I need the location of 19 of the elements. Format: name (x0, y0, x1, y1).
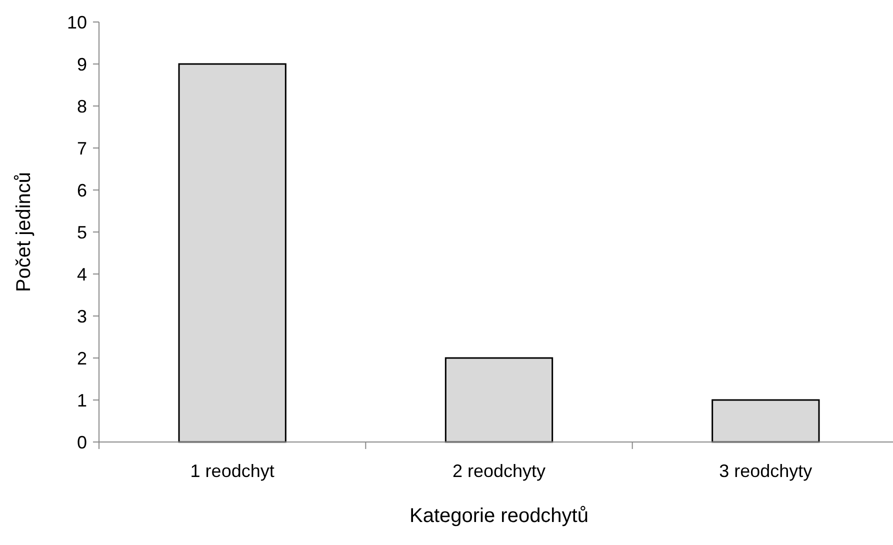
y-tick-label: 6 (76, 180, 87, 200)
bar (712, 399, 820, 443)
y-tick-label: 8 (76, 96, 87, 116)
y-tick-label: 5 (76, 222, 87, 242)
x-tick-label: 1 reodchyt (190, 461, 274, 481)
y-tick-label: 10 (66, 12, 87, 32)
y-tick-label: 9 (76, 54, 87, 74)
x-tick-label: 3 reodchyty (719, 461, 812, 481)
y-tick-label: 2 (76, 348, 87, 368)
y-tick-label: 4 (76, 264, 87, 284)
bar (178, 63, 286, 443)
x-tick-label: 2 reodchyty (452, 461, 546, 481)
y-tick-label: 3 (76, 306, 87, 326)
y-tick-label: 1 (76, 390, 87, 410)
y-axis-title: Počet jedinců (13, 172, 35, 292)
x-axis-title: Kategorie reodchytů (409, 505, 589, 527)
bar (444, 357, 554, 443)
y-tick-label: 0 (76, 432, 87, 452)
y-tick-label: 7 (76, 138, 87, 158)
